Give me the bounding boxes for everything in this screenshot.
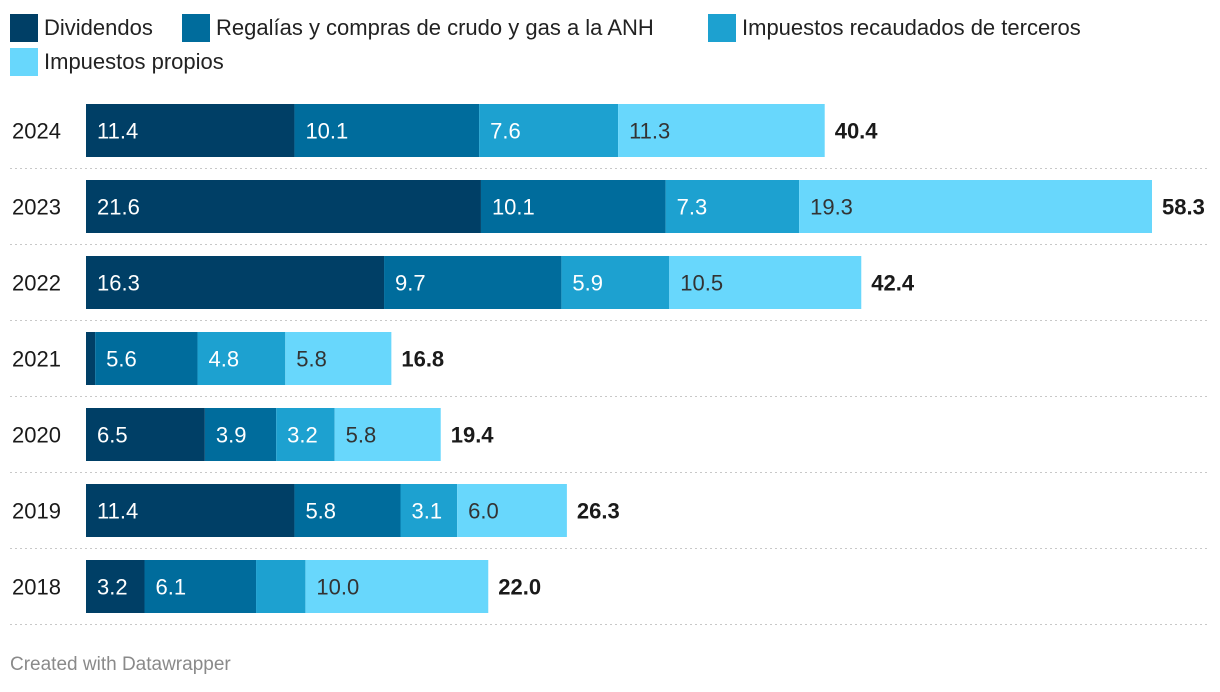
bar-segment-2019-3 [457, 484, 567, 537]
segment-value-label: 7.3 [677, 195, 708, 220]
segment-value-label: 10.1 [492, 195, 535, 220]
segment-value-label: 11.4 [97, 499, 138, 524]
bar-segment-2018-2 [256, 560, 306, 613]
segment-value-label: 5.8 [296, 347, 327, 372]
bar-segment-2024-1 [294, 104, 480, 157]
segment-value-label: 10.0 [316, 575, 359, 600]
datawrapper-credit: Created with Datawrapper [10, 654, 231, 675]
bar-segment-2020-3 [334, 408, 441, 461]
legend-swatch-regalias [182, 14, 210, 42]
segment-value-label: 6.0 [468, 499, 499, 524]
year-label-2020: 2020 [12, 423, 61, 448]
bar-segment-2020-1 [204, 408, 277, 461]
segment-value-label: 6.1 [156, 575, 187, 600]
bar-segment-2024-2 [479, 104, 619, 157]
legend-item-impuestos-propios: Impuestos propios [10, 48, 224, 76]
bar-segment-2022-1 [384, 256, 562, 309]
legend-label-impuestos-terceros: Impuestos recaudados de terceros [742, 15, 1081, 40]
segment-value-label: 11.4 [97, 119, 138, 144]
segment-value-label: 10.5 [680, 271, 723, 296]
total-label-2019: 26.3 [577, 499, 620, 524]
legend-swatch-impuestos-propios [10, 48, 38, 76]
total-label-2022: 42.4 [871, 271, 915, 296]
segment-value-label: 3.9 [216, 423, 247, 448]
bar-segment-2022-3 [669, 256, 862, 309]
year-label-2018: 2018 [12, 575, 61, 600]
legend-item-impuestos-terceros: Impuestos recaudados de terceros [708, 14, 1081, 42]
segment-value-label: 16.3 [97, 271, 140, 296]
year-label-2021: 2021 [12, 347, 61, 372]
bar-segment-2023-0 [86, 180, 481, 233]
total-label-2024: 40.4 [835, 119, 879, 144]
total-label-2023: 58.3 [1162, 195, 1205, 220]
segment-value-label: 5.9 [572, 271, 603, 296]
bar-segment-2018-3 [305, 560, 489, 613]
legend-label-regalias: Regalías y compras de crudo y gas a la A… [216, 15, 654, 40]
year-label-2019: 2019 [12, 499, 61, 524]
legend-swatch-dividendos [10, 14, 38, 42]
segment-value-label: 3.1 [411, 499, 442, 524]
year-label-2024: 2024 [12, 119, 61, 144]
bar-segment-2022-0 [86, 256, 385, 309]
bar-segment-2020-0 [86, 408, 205, 461]
total-label-2020: 19.4 [451, 423, 495, 448]
segment-value-label: 10.1 [305, 119, 348, 144]
bar-segment-2021-3 [285, 332, 392, 385]
segment-value-label: 7.6 [490, 119, 521, 144]
legend-label-impuestos-propios: Impuestos propios [44, 49, 224, 74]
segment-value-label: 5.8 [305, 499, 336, 524]
segment-value-label: 9.7 [395, 271, 426, 296]
bar-segment-2023-1 [480, 180, 666, 233]
bar-segment-2024-3 [618, 104, 825, 157]
total-label-2018: 22.0 [498, 575, 541, 600]
segment-value-label: 19.3 [810, 195, 853, 220]
year-label-2022: 2022 [12, 271, 61, 296]
bar-segment-2020-2 [276, 408, 335, 461]
segment-value-label: 3.2 [97, 575, 128, 600]
bar-segment-2022-2 [561, 256, 670, 309]
legend-label-dividendos: Dividendos [44, 15, 153, 40]
legend-item-regalias: Regalías y compras de crudo y gas a la A… [182, 14, 654, 42]
legend-swatch-impuestos-terceros [708, 14, 736, 42]
legend-item-dividendos: Dividendos [10, 14, 153, 42]
bar-segment-2019-2 [400, 484, 458, 537]
bar-segment-2024-0 [86, 104, 295, 157]
segment-value-label: 21.6 [97, 195, 140, 220]
year-label-2023: 2023 [12, 195, 61, 220]
segment-value-label: 5.6 [106, 347, 137, 372]
segment-value-label: 4.8 [209, 347, 240, 372]
segment-value-label: 6.5 [97, 423, 128, 448]
segment-value-label: 11.3 [629, 119, 670, 144]
bar-segment-2021-0 [86, 332, 96, 385]
bar-segment-2023-2 [665, 180, 800, 233]
bar-segment-2019-0 [86, 484, 295, 537]
bar-segment-2018-0 [86, 560, 145, 613]
bar-segment-2021-1 [95, 332, 198, 385]
segment-value-label: 3.2 [287, 423, 318, 448]
bar-segment-2019-1 [294, 484, 401, 537]
bar-segment-2018-1 [144, 560, 257, 613]
bar-segment-2021-2 [197, 332, 286, 385]
bar-segment-2023-3 [799, 180, 1152, 233]
segment-value-label: 5.8 [346, 423, 377, 448]
total-label-2021: 16.8 [401, 347, 444, 372]
stacked-bar-chart: 2024 11.4 10.1 7.6 11.3 40.4 2023 21.6 10.1 7.3 19… [10, 104, 1210, 625]
